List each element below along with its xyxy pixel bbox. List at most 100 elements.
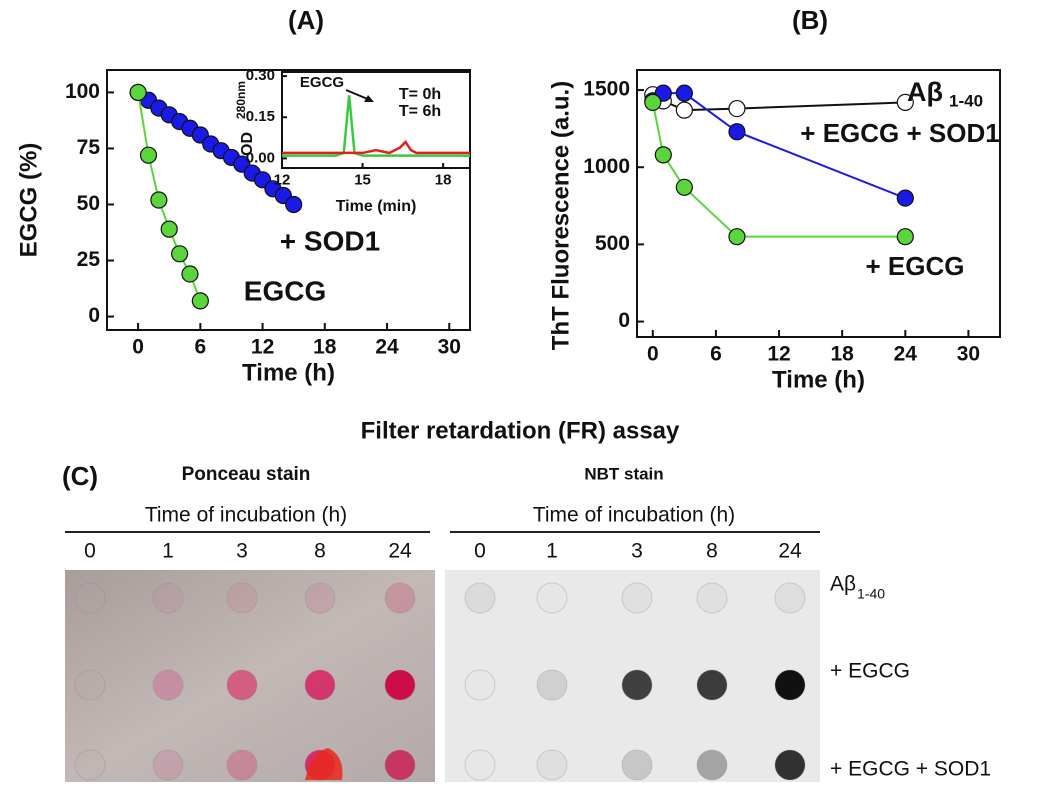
row-label-sub: 1-40 (857, 586, 885, 602)
series-label: Aβ (907, 77, 943, 107)
blot-dot (536, 749, 568, 781)
y-axis-label: EGCG (%) (15, 143, 42, 258)
y-tick-label: 0.15 (246, 108, 275, 125)
blot-dot (304, 582, 336, 614)
blot-dot (74, 582, 106, 614)
blot-dot (536, 669, 568, 701)
blot-dot (152, 669, 184, 701)
blot-dot (621, 749, 653, 781)
x-tick-label: 6 (710, 342, 722, 365)
y-tick-label: 25 (77, 248, 101, 271)
data-point (150, 191, 168, 209)
time-label: 1 (546, 540, 558, 563)
annotation: EGCG (300, 74, 344, 91)
data-point (896, 93, 914, 112)
data-point (191, 292, 209, 310)
series-line (282, 139, 470, 155)
x-tick-label: 30 (438, 335, 461, 358)
x-tick-label: 18 (830, 342, 854, 365)
stain-title: NBT stain (584, 464, 663, 483)
y-tick-label: 1000 (583, 155, 630, 178)
annotation-arrow (345, 89, 371, 101)
time-label: 24 (778, 540, 802, 563)
data-point (675, 178, 693, 196)
x-tick-label: 0 (647, 342, 659, 365)
data-point (654, 146, 672, 164)
blot-dot (384, 749, 416, 781)
y-tick-label: 0.30 (246, 67, 275, 84)
stain-title: Ponceau stain (182, 464, 311, 485)
data-point (728, 228, 746, 246)
blot-dot (696, 669, 728, 701)
blot-dot (464, 749, 496, 781)
panel-title: (A) (288, 5, 324, 35)
plot-frame (636, 69, 1001, 338)
x-tick-label: 6 (194, 335, 206, 358)
series-label: EGCG (244, 275, 326, 306)
data-point (644, 93, 662, 112)
data-point (160, 220, 178, 238)
blot-dot (696, 582, 728, 614)
blot-dot (226, 669, 258, 701)
data-point (675, 101, 693, 119)
panel-title: (B) (792, 5, 828, 35)
series-label: + EGCG + SOD1 (800, 118, 999, 148)
y-axis-label: OD (239, 132, 256, 156)
panel-heading: Filter retardation (FR) assay (361, 417, 680, 444)
blot-dot (464, 582, 496, 614)
time-label: 1 (162, 540, 174, 563)
blot-dot (774, 669, 806, 701)
x-tick-label: 24 (894, 342, 918, 365)
ponceau-smear (305, 748, 343, 780)
blot-dot (774, 749, 806, 781)
y-tick-label: 0.00 (246, 149, 275, 166)
data-point (285, 195, 303, 214)
y-tick-label: 100 (65, 80, 100, 103)
blot-dot (464, 669, 496, 701)
blot-dot (152, 582, 184, 614)
annotation-arrowhead (364, 95, 374, 102)
data-point (728, 123, 746, 141)
panel-label: (C) (62, 461, 98, 491)
time-label: 8 (706, 540, 718, 563)
blot-dot (696, 749, 728, 781)
x-axis-label: Time (h) (242, 359, 335, 386)
data-point (139, 146, 158, 164)
blot-dot (74, 669, 106, 701)
time-label: 0 (474, 540, 486, 563)
time-label: 3 (236, 540, 248, 563)
data-point (171, 245, 189, 263)
blot-dot (384, 669, 416, 701)
row-label: + EGCG (830, 660, 910, 683)
x-tick-label: 18 (313, 335, 337, 358)
y-tick-label: 500 (595, 232, 630, 255)
y-tick-label: 75 (77, 136, 101, 159)
time-label: 0 (84, 540, 96, 563)
x-tick-label: 12 (251, 335, 274, 358)
y-axis-label: ThT Fluorescence (a.u.) (547, 81, 574, 350)
x-axis-label: Time (h) (772, 366, 865, 393)
blot-dot (536, 582, 568, 614)
series-label: + EGCG (866, 251, 965, 281)
series-label: T= 0h (399, 86, 441, 103)
x-axis-label: Time (min) (336, 198, 417, 215)
blot-dot (152, 749, 184, 781)
blot-dot (74, 749, 106, 781)
data-point (896, 189, 914, 207)
data-point (181, 265, 199, 283)
blot-dot (621, 582, 653, 614)
blot-dot (774, 582, 806, 614)
blot-dot (621, 669, 653, 701)
series-line (282, 95, 470, 157)
blot-axis-label: Time of incubation (h) (533, 504, 735, 527)
series-label: + SOD1 (280, 225, 380, 256)
time-label: 3 (631, 540, 643, 563)
x-tick-label: 15 (354, 172, 371, 189)
y-tick-label: 0 (88, 304, 100, 327)
blot-dot (226, 749, 258, 781)
x-tick-label: 24 (375, 335, 399, 358)
y-axis-label-sup: 280nm (234, 81, 248, 119)
data-point (129, 83, 147, 102)
x-tick-label: 18 (435, 172, 452, 189)
